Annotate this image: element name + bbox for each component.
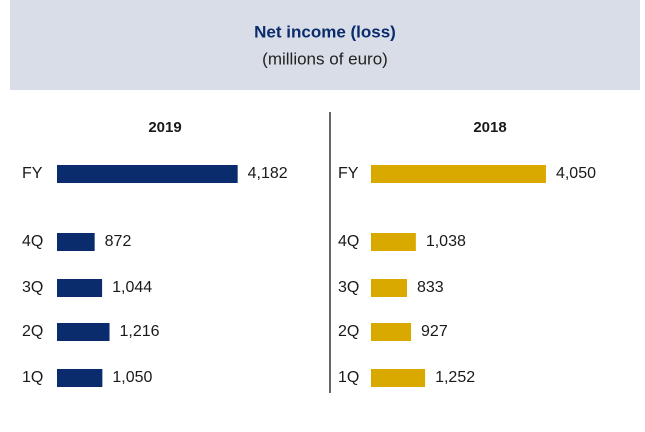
bar <box>371 323 412 341</box>
category-label: 2Q <box>338 323 359 340</box>
value-label: 872 <box>105 233 132 250</box>
bar <box>57 323 110 341</box>
bar <box>371 369 426 387</box>
bar <box>57 165 238 183</box>
bar <box>371 233 416 251</box>
bar <box>57 233 95 251</box>
category-label: 3Q <box>338 279 359 296</box>
value-label: 833 <box>417 279 444 296</box>
category-label: 4Q <box>338 233 359 250</box>
value-label: 1,038 <box>426 233 466 250</box>
chart-subtitle: (millions of euro) <box>262 49 388 68</box>
bar <box>371 279 407 297</box>
value-label: 1,252 <box>435 369 475 386</box>
chart-title: Net income (loss) <box>254 22 396 41</box>
category-label: 1Q <box>338 369 359 386</box>
category-label: 2Q <box>22 323 43 340</box>
value-label: 4,050 <box>556 165 596 182</box>
value-label: 4,182 <box>248 165 288 182</box>
category-label: FY <box>22 165 43 182</box>
panel-title: 2019 <box>148 119 181 136</box>
value-label: 1,050 <box>112 369 152 386</box>
bar <box>371 165 546 183</box>
value-label: 1,216 <box>120 323 160 340</box>
value-label: 927 <box>421 323 448 340</box>
panel-title: 2018 <box>473 119 506 136</box>
value-label: 1,044 <box>112 279 152 296</box>
category-label: 1Q <box>22 369 43 386</box>
category-label: 3Q <box>22 279 43 296</box>
header-band <box>10 0 640 90</box>
bar <box>57 279 103 297</box>
bar <box>57 369 103 387</box>
category-label: FY <box>338 165 359 182</box>
category-label: 4Q <box>22 233 43 250</box>
